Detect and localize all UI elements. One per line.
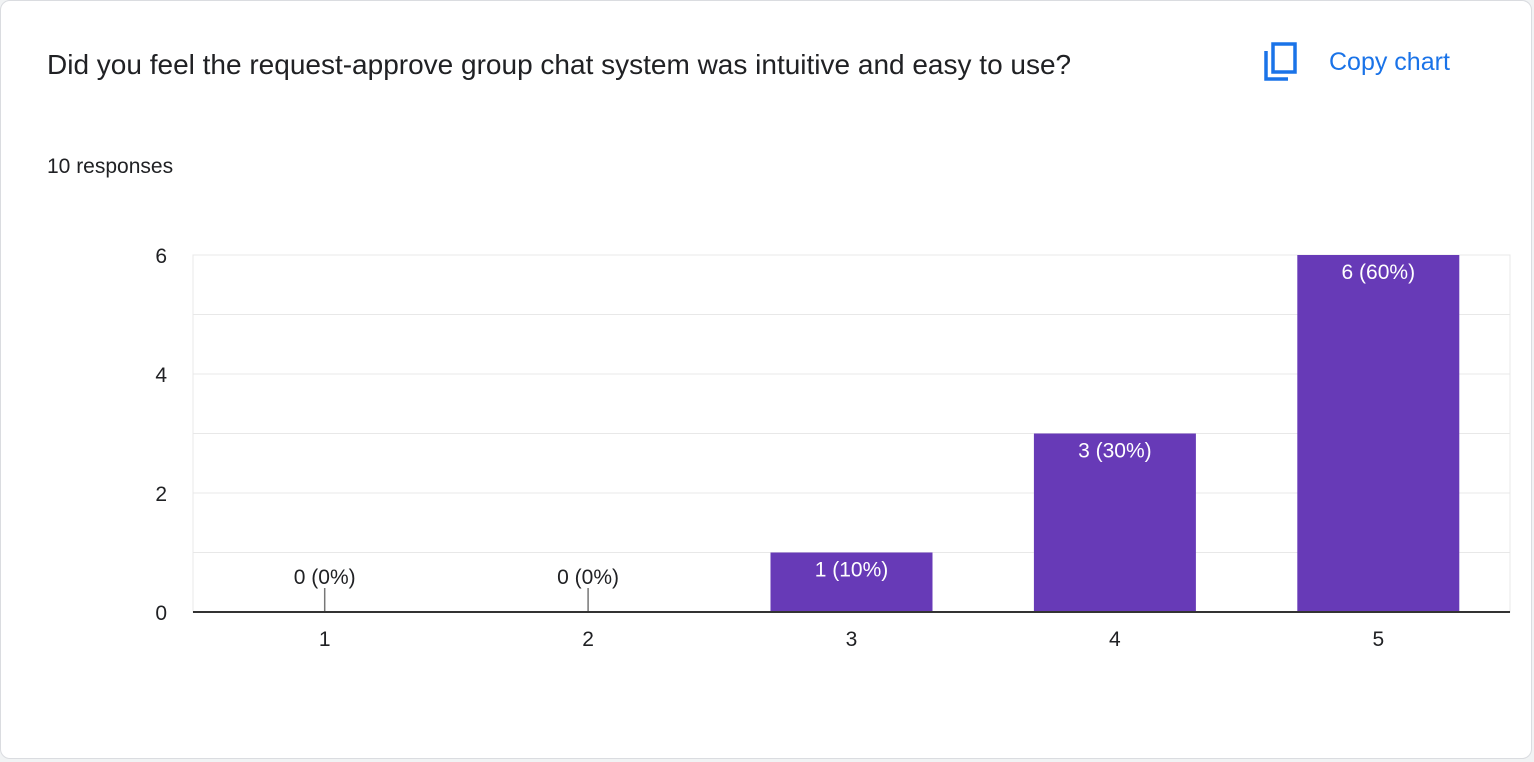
x-tick-label: 5 <box>1372 628 1384 651</box>
y-tick-label: 2 <box>155 483 167 506</box>
data-label: 0 (0%) <box>557 566 619 589</box>
bar-chart: 0 2 4 6 0 (0%) 1 0 (0%) 2 1 (10%) 3 3 (30%) 4 6 (60%… <box>155 245 1511 651</box>
bar <box>1033 433 1196 612</box>
x-tick-label: 2 <box>582 628 594 651</box>
y-tick-label: 6 <box>155 245 167 268</box>
y-tick-label: 4 <box>155 364 167 387</box>
x-tick-label: 1 <box>319 628 331 651</box>
copy-chart-button[interactable]: Copy chart <box>1263 35 1450 89</box>
bar <box>1297 255 1460 612</box>
data-label: 0 (0%) <box>294 566 356 589</box>
copy-chart-label: Copy chart <box>1329 47 1450 76</box>
copy-icon <box>1263 39 1309 85</box>
x-tick-label: 4 <box>1109 628 1121 651</box>
question-title: Did you feel the request-approve group c… <box>47 49 1072 80</box>
data-label: 6 (60%) <box>1342 261 1416 284</box>
data-label: 1 (10%) <box>815 559 889 582</box>
y-tick-label: 0 <box>155 602 167 625</box>
response-count: 10 responses <box>47 155 174 178</box>
data-label: 3 (30%) <box>1078 440 1152 463</box>
x-tick-label: 3 <box>846 628 858 651</box>
bar <box>770 552 933 612</box>
